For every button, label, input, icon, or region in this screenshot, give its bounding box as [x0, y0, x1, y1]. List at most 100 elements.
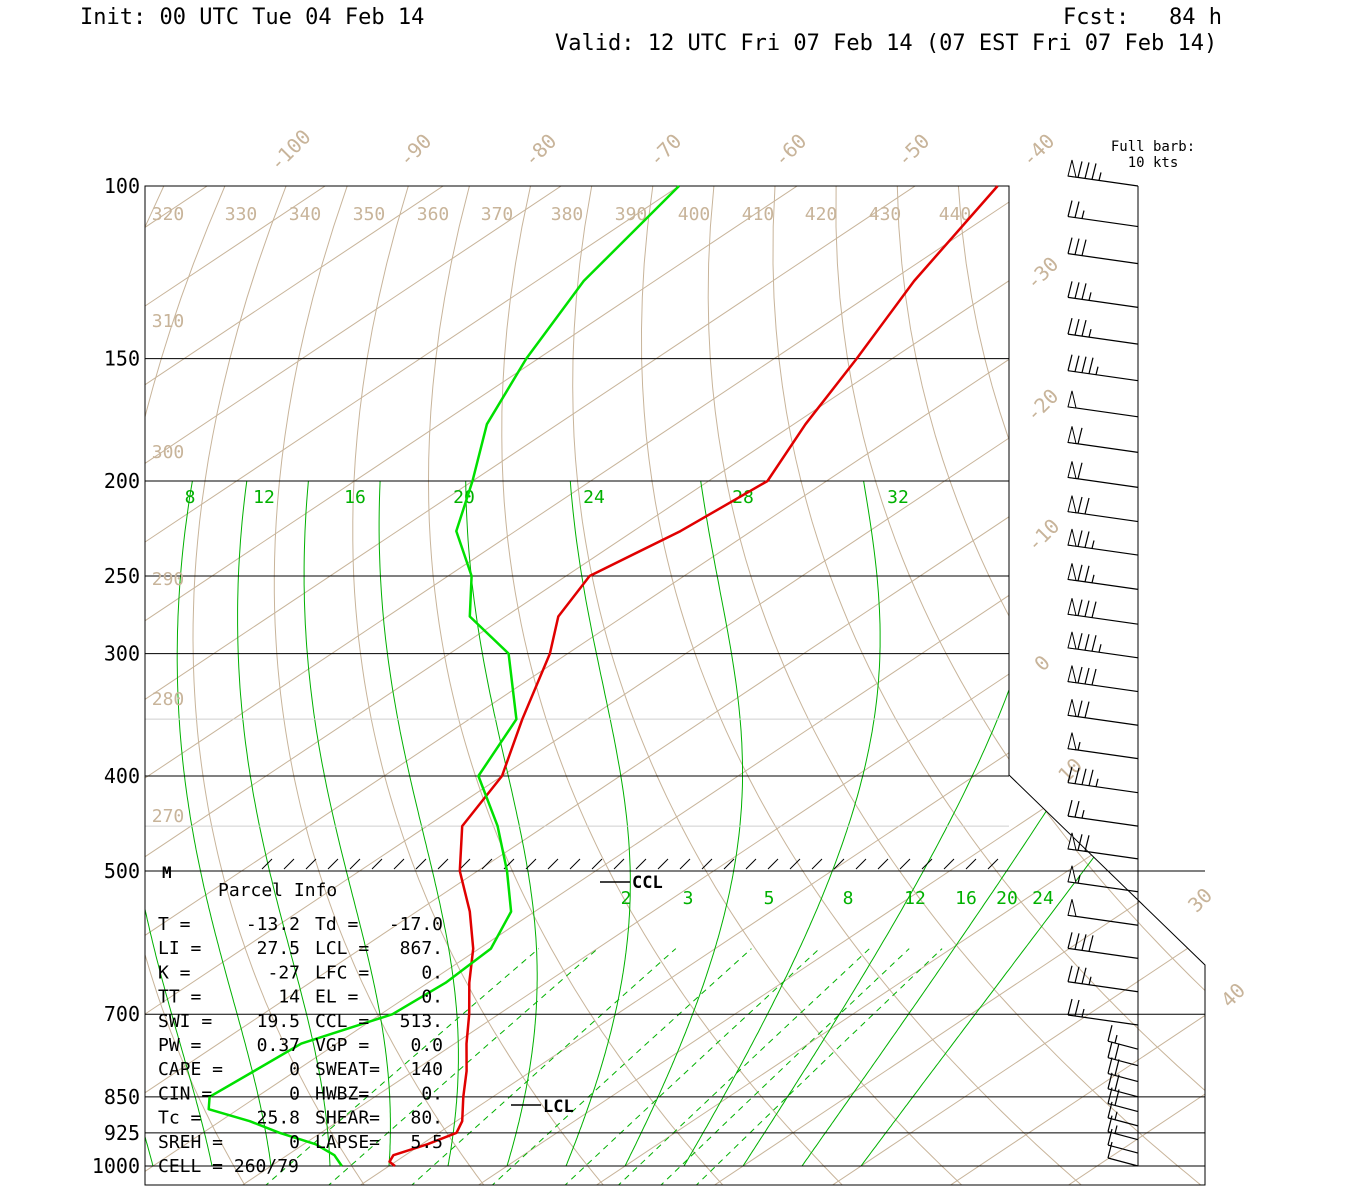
isotherm-line [947, 186, 1205, 1185]
parcel-row-value-2: 0. [421, 987, 443, 1008]
mixing-ratio-line [694, 948, 943, 1185]
wind-barb-shaft [1067, 215, 1139, 228]
dry-adiabat-line [1019, 186, 1205, 1185]
wind-barb-flag [1067, 598, 1077, 616]
hatch-mark [305, 858, 317, 870]
forecast-hour: Fcst: 84 h [1063, 5, 1222, 30]
wind-barb [1067, 932, 1139, 959]
wind-barb-shaft [1107, 1131, 1139, 1141]
isotherm-line [1065, 186, 1205, 1185]
wind-barb-half [1088, 976, 1092, 985]
pressure-tick-label: 700 [104, 1002, 140, 1026]
isotherm-label: 30 [1183, 883, 1217, 917]
wind-barb [1107, 1057, 1139, 1083]
wind-barb-full [1067, 317, 1073, 335]
hatch-mark [789, 858, 801, 870]
wind-barb-full [1084, 531, 1090, 548]
dry-adiabat-line [352, 186, 606, 1185]
theta-label: 370 [481, 204, 514, 225]
wind-barb-full [1067, 800, 1073, 817]
wind-barb-full [1067, 766, 1073, 783]
mixing-ratio-line [326, 948, 599, 1185]
wind-barb-full [1077, 834, 1083, 851]
wind-barb-half [1088, 292, 1092, 301]
parcel-row-value: 14 [278, 987, 300, 1008]
parcel-row-label: TT = [158, 987, 202, 1008]
wind-barb-full [1084, 835, 1090, 852]
parcel-row-label: SREH = [158, 1132, 223, 1153]
wind-barb-shaft [1067, 510, 1139, 523]
wind-barb-shaft [1107, 1088, 1139, 1098]
hatch-mark [437, 858, 449, 870]
mixing-ratio-line [658, 948, 910, 1185]
theta-label: 320 [152, 204, 185, 225]
dry-adiabat-line [835, 186, 1205, 1185]
wind-barb [1067, 159, 1139, 187]
dry-adiabat-line [957, 186, 1205, 1185]
lcl-label: LCL [543, 1097, 574, 1117]
wind-barb-shaft [1107, 1040, 1139, 1050]
wind-barb-full [1074, 318, 1080, 336]
wind-barb-full [1077, 530, 1083, 547]
wind-legend-label: Full barb: [1111, 139, 1195, 155]
wind-barb-full [1091, 635, 1097, 652]
wind-barb-full [1067, 354, 1073, 371]
wind-barb-full [1074, 999, 1080, 1017]
ccl-label: CCL [632, 873, 663, 893]
theta-label: 410 [742, 204, 775, 225]
wind-barb-shaft [1067, 881, 1139, 893]
hatch-mark [921, 858, 933, 870]
dry-adiabat-line [896, 186, 1205, 1185]
dry-adiabat-line [1202, 186, 1205, 1185]
hatch-mark [481, 858, 493, 870]
isotherm-label: -70 [644, 129, 687, 172]
theta-label: 390 [615, 204, 648, 225]
wind-barb [1067, 800, 1139, 827]
hatch-mark [613, 858, 625, 870]
wind-barb-full [1081, 967, 1087, 984]
hatch-mark [701, 858, 713, 870]
isotherm-label: -100 [265, 125, 316, 176]
parcel-row-value-2: -17.0 [389, 914, 443, 935]
hatch-mark [899, 858, 911, 870]
isotherm-label: -40 [1017, 129, 1060, 172]
isotherm-label: -60 [769, 129, 812, 172]
isotherm-line [711, 186, 1205, 1185]
wind-barb-shaft [1067, 647, 1139, 659]
moist-adiabat-line [624, 480, 743, 1167]
isotherm-label: -90 [394, 129, 437, 172]
parcel-row-value: 0 [289, 1083, 300, 1104]
wind-barb-full [1074, 966, 1080, 983]
wind-barb [1067, 461, 1139, 488]
parcel-row-value: 0 [289, 1132, 300, 1153]
pressure-tick-label: 300 [104, 642, 140, 666]
dry-adiabat-line [145, 186, 165, 1185]
wind-barb-shaft [1067, 782, 1139, 794]
wind-barb-full [1088, 935, 1094, 952]
dry-adiabat-line [1325, 186, 1350, 1187]
wind-barb-shaft [1107, 1157, 1139, 1167]
isotherm-line [145, 186, 1205, 1185]
wind-barb [1107, 1087, 1139, 1113]
moist-adiabat-line [303, 480, 391, 1167]
mixing-ratio-label: 5 [764, 888, 775, 909]
mixing-ratio-label: 2 [621, 888, 632, 909]
theta-label: 340 [289, 204, 322, 225]
parcel-row-label: CAPE = [158, 1059, 223, 1080]
theta-label: 270 [152, 806, 185, 827]
wind-barb-flag [1067, 631, 1077, 650]
wind-barb-full [1067, 965, 1073, 982]
dry-adiabat-line [273, 186, 486, 1185]
mixing-ratio-line [490, 948, 752, 1185]
wind-barb-full [1084, 497, 1090, 515]
wind-barb-half [1114, 1125, 1118, 1134]
theta-label: 440 [939, 204, 972, 225]
hatch-mark [679, 858, 691, 870]
isotherm-line [145, 186, 1101, 1185]
dry-adiabat-line [772, 186, 1205, 1185]
pressure-tick-label: 925 [104, 1121, 140, 1145]
wind-barb-full [1107, 1115, 1113, 1132]
parcel-row-label-2: HWBZ= [315, 1083, 369, 1104]
wind-barb-shaft [1107, 1117, 1139, 1127]
parcel-row-value-2: 0.0 [410, 1035, 443, 1056]
